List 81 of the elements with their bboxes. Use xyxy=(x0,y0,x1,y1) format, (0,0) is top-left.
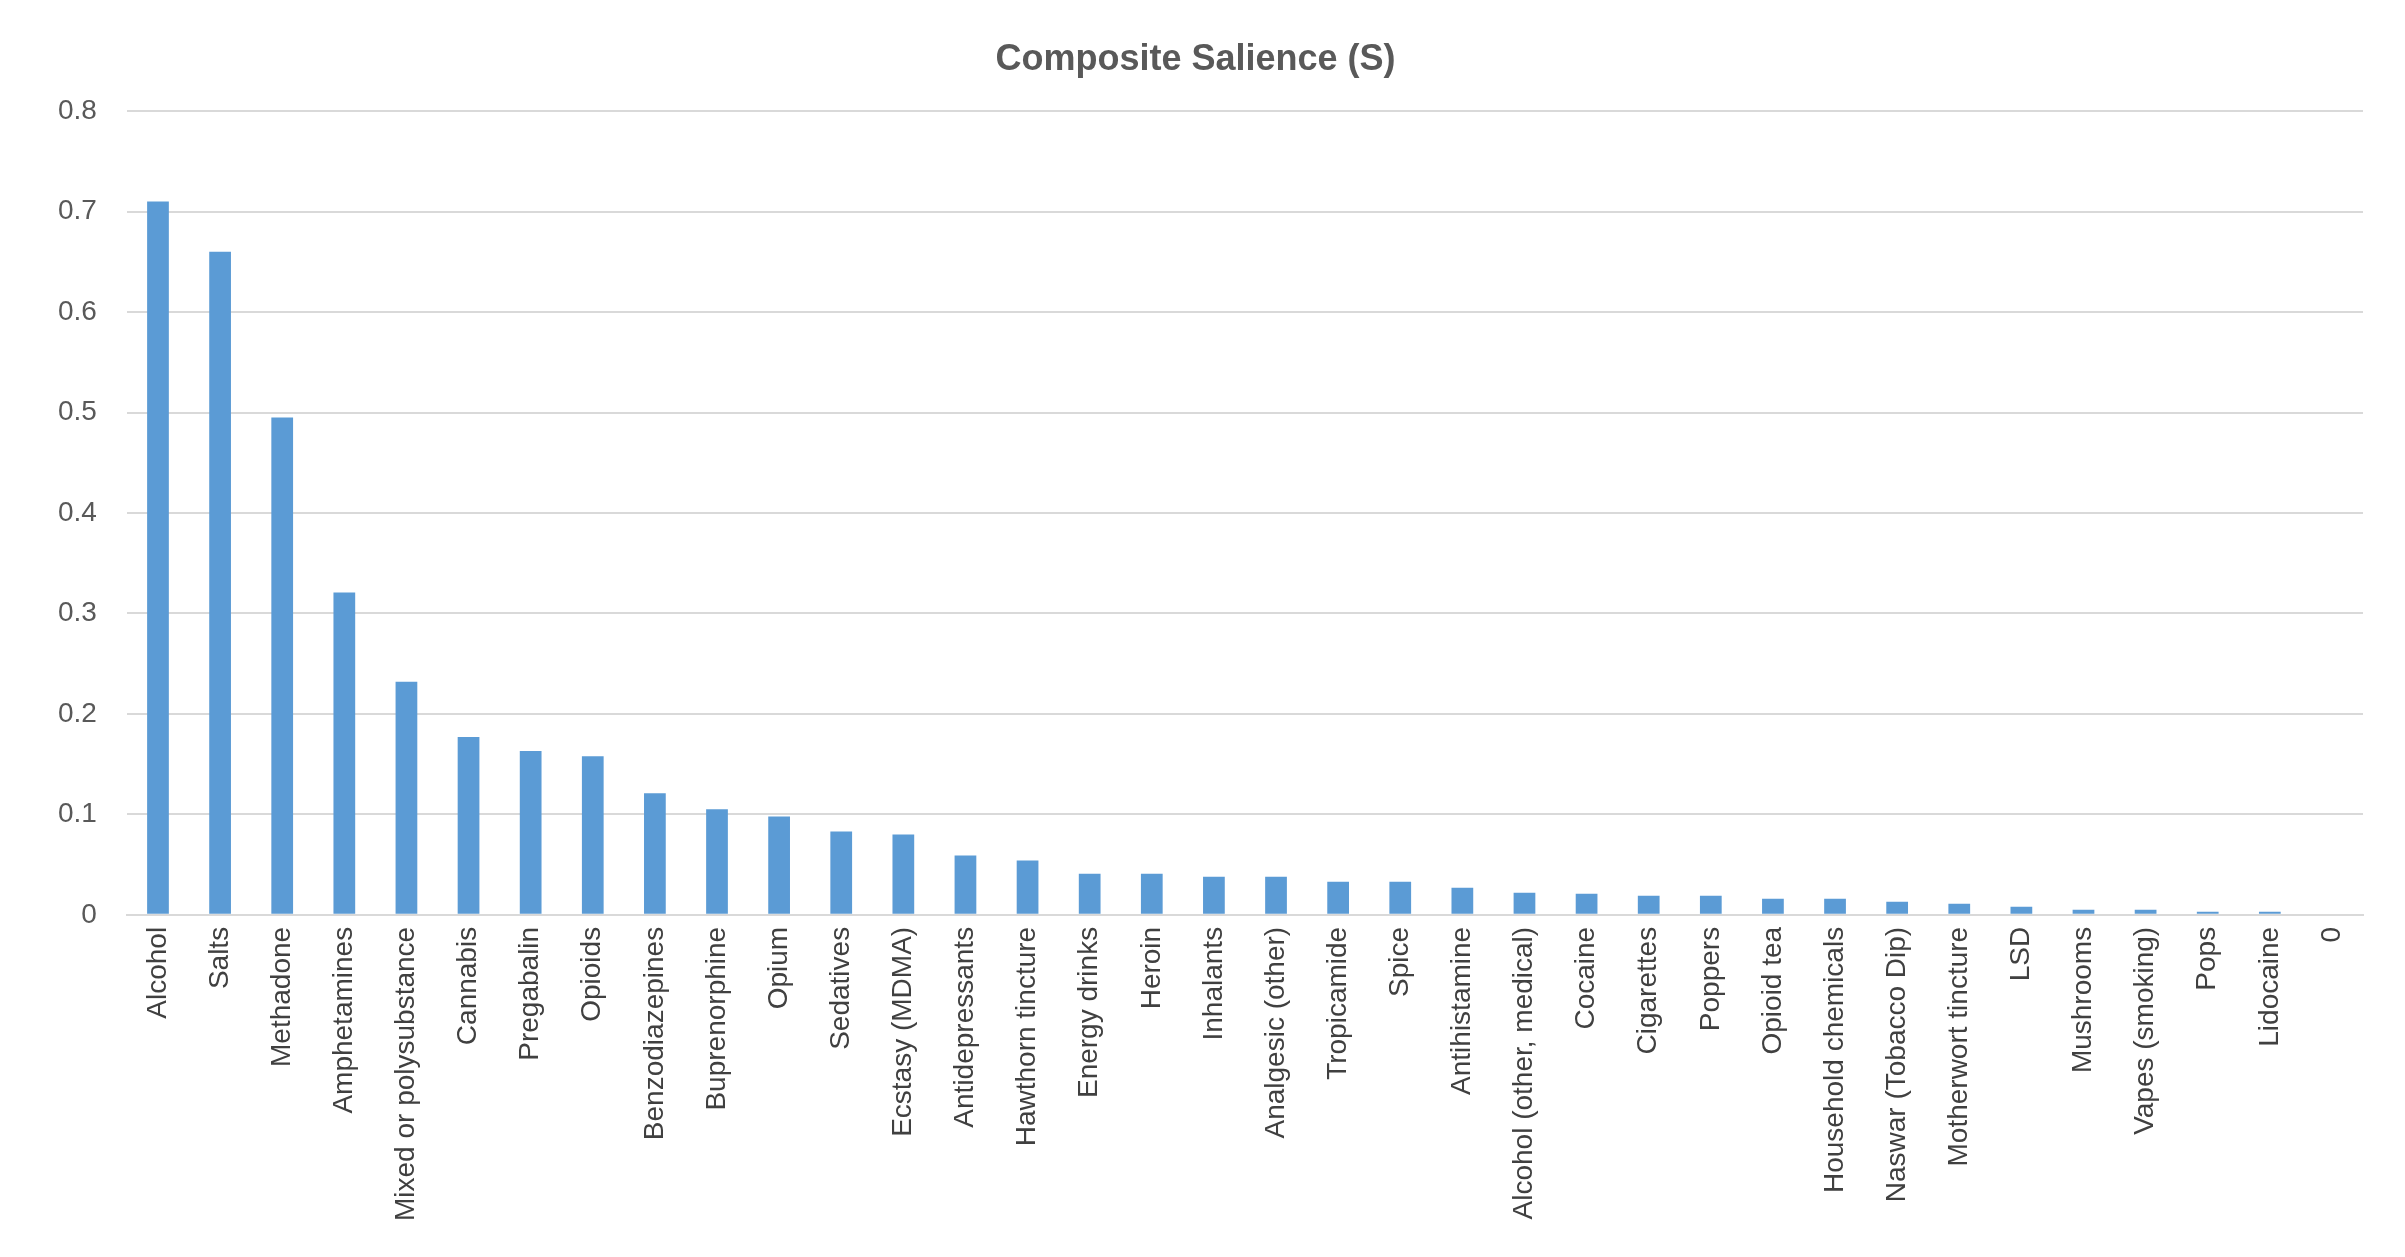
bar xyxy=(1824,898,1846,914)
x-tick-label: Energy drinks xyxy=(1072,926,1104,1099)
bar xyxy=(1948,903,1971,914)
bar xyxy=(2258,911,2281,914)
bar xyxy=(1265,876,1287,914)
x-tick-label: Antihistamine xyxy=(1445,926,1477,1095)
bar xyxy=(1637,895,1660,914)
x-tick-label: Tropicamide xyxy=(1320,926,1352,1080)
x-tick-label: Salts xyxy=(202,926,234,990)
bar xyxy=(457,737,480,914)
bar xyxy=(706,809,728,914)
x-tick-label: LSD xyxy=(2004,926,2036,982)
y-tick-label: 0.8 xyxy=(57,93,97,125)
x-tick-label: Mixed or polysubstance xyxy=(389,926,421,1222)
bar xyxy=(2072,909,2095,914)
x-tick-label: Ecstasy (MDMA) xyxy=(886,926,918,1137)
bar xyxy=(333,592,356,914)
x-tick-label: Cigarettes xyxy=(1631,926,1663,1055)
x-tick-label: Heroin xyxy=(1134,926,1166,1010)
bar xyxy=(892,834,915,914)
x-tick-label: Vapes (smoking) xyxy=(2128,926,2160,1135)
bar xyxy=(1078,873,1101,914)
x-tick-label: Benzodiazepines xyxy=(637,926,669,1141)
y-tick-label: 0 xyxy=(81,897,97,929)
x-tick-label: Methadone xyxy=(264,926,296,1067)
bar xyxy=(830,831,853,914)
x-tick-label: Inhalants xyxy=(1196,926,1228,1041)
y-tick-label: 0.1 xyxy=(57,797,97,829)
bar xyxy=(1389,881,1412,914)
y-tick-label: 0.4 xyxy=(57,495,97,527)
y-tick-label: 0.5 xyxy=(57,395,97,427)
bar xyxy=(2134,909,2157,914)
x-tick-label: Motherwort tincture xyxy=(1941,926,1973,1167)
x-tick-label: Lidocaine xyxy=(2252,926,2284,1047)
x-tick-label: Pregabalin xyxy=(513,926,545,1061)
y-tick-label: 0.3 xyxy=(57,596,97,628)
x-tick-label: Antidepressants xyxy=(948,926,980,1128)
x-tick-label: Buprenorphine xyxy=(699,926,731,1111)
y-tick-label: 0.7 xyxy=(57,194,97,226)
y-tick-label: 0.6 xyxy=(57,294,97,326)
bar xyxy=(395,681,418,914)
bar xyxy=(1699,895,1722,914)
bar xyxy=(1762,898,1784,914)
bar xyxy=(1886,901,1909,914)
x-tick-label: Alcohol xyxy=(140,926,172,1019)
x-tick-label: Opioid tea xyxy=(1755,926,1787,1055)
bar xyxy=(1451,887,1474,914)
bar xyxy=(954,855,977,914)
x-tick-label: Poppers xyxy=(1693,926,1725,1032)
chart-title: Composite Salience (S) xyxy=(995,36,1396,78)
bar xyxy=(1203,876,1225,914)
x-tick-label: Sedatives xyxy=(823,926,855,1050)
x-tick-label: Mushrooms xyxy=(2066,926,2098,1074)
bar xyxy=(1575,893,1598,914)
x-tick-label: Amphetamines xyxy=(327,926,359,1114)
x-tick-label: Cocaine xyxy=(1569,926,1601,1030)
x-tick-label: Hawthorn tincture xyxy=(1010,926,1042,1147)
x-tick-label: Naswar (Tobacco Dip) xyxy=(1879,926,1911,1203)
bar xyxy=(1016,860,1039,914)
bar xyxy=(2010,906,2033,914)
x-tick-label: 0 xyxy=(2314,926,2346,943)
bar xyxy=(1327,881,1349,914)
bar xyxy=(1140,873,1163,914)
x-tick-label: Analgesic (other) xyxy=(1258,926,1290,1139)
bar xyxy=(1513,892,1536,914)
bar xyxy=(2196,911,2219,914)
bar xyxy=(271,417,294,914)
x-tick-label: Opium xyxy=(761,926,793,1010)
bar xyxy=(209,251,231,914)
x-tick-label: Opioids xyxy=(575,926,607,1022)
x-tick-label: Pops xyxy=(2190,926,2222,991)
y-tick-label: 0.2 xyxy=(57,696,97,728)
x-tick-label: Alcohol (other, medical) xyxy=(1507,926,1539,1220)
bar xyxy=(581,756,604,914)
x-tick-label: Cannabis xyxy=(451,926,483,1046)
bar xyxy=(768,816,790,914)
bar xyxy=(519,751,542,914)
bar xyxy=(644,793,666,914)
bar xyxy=(147,201,169,914)
x-tick-label: Spice xyxy=(1382,926,1414,997)
x-tick-label: Household chemicals xyxy=(1817,926,1849,1193)
